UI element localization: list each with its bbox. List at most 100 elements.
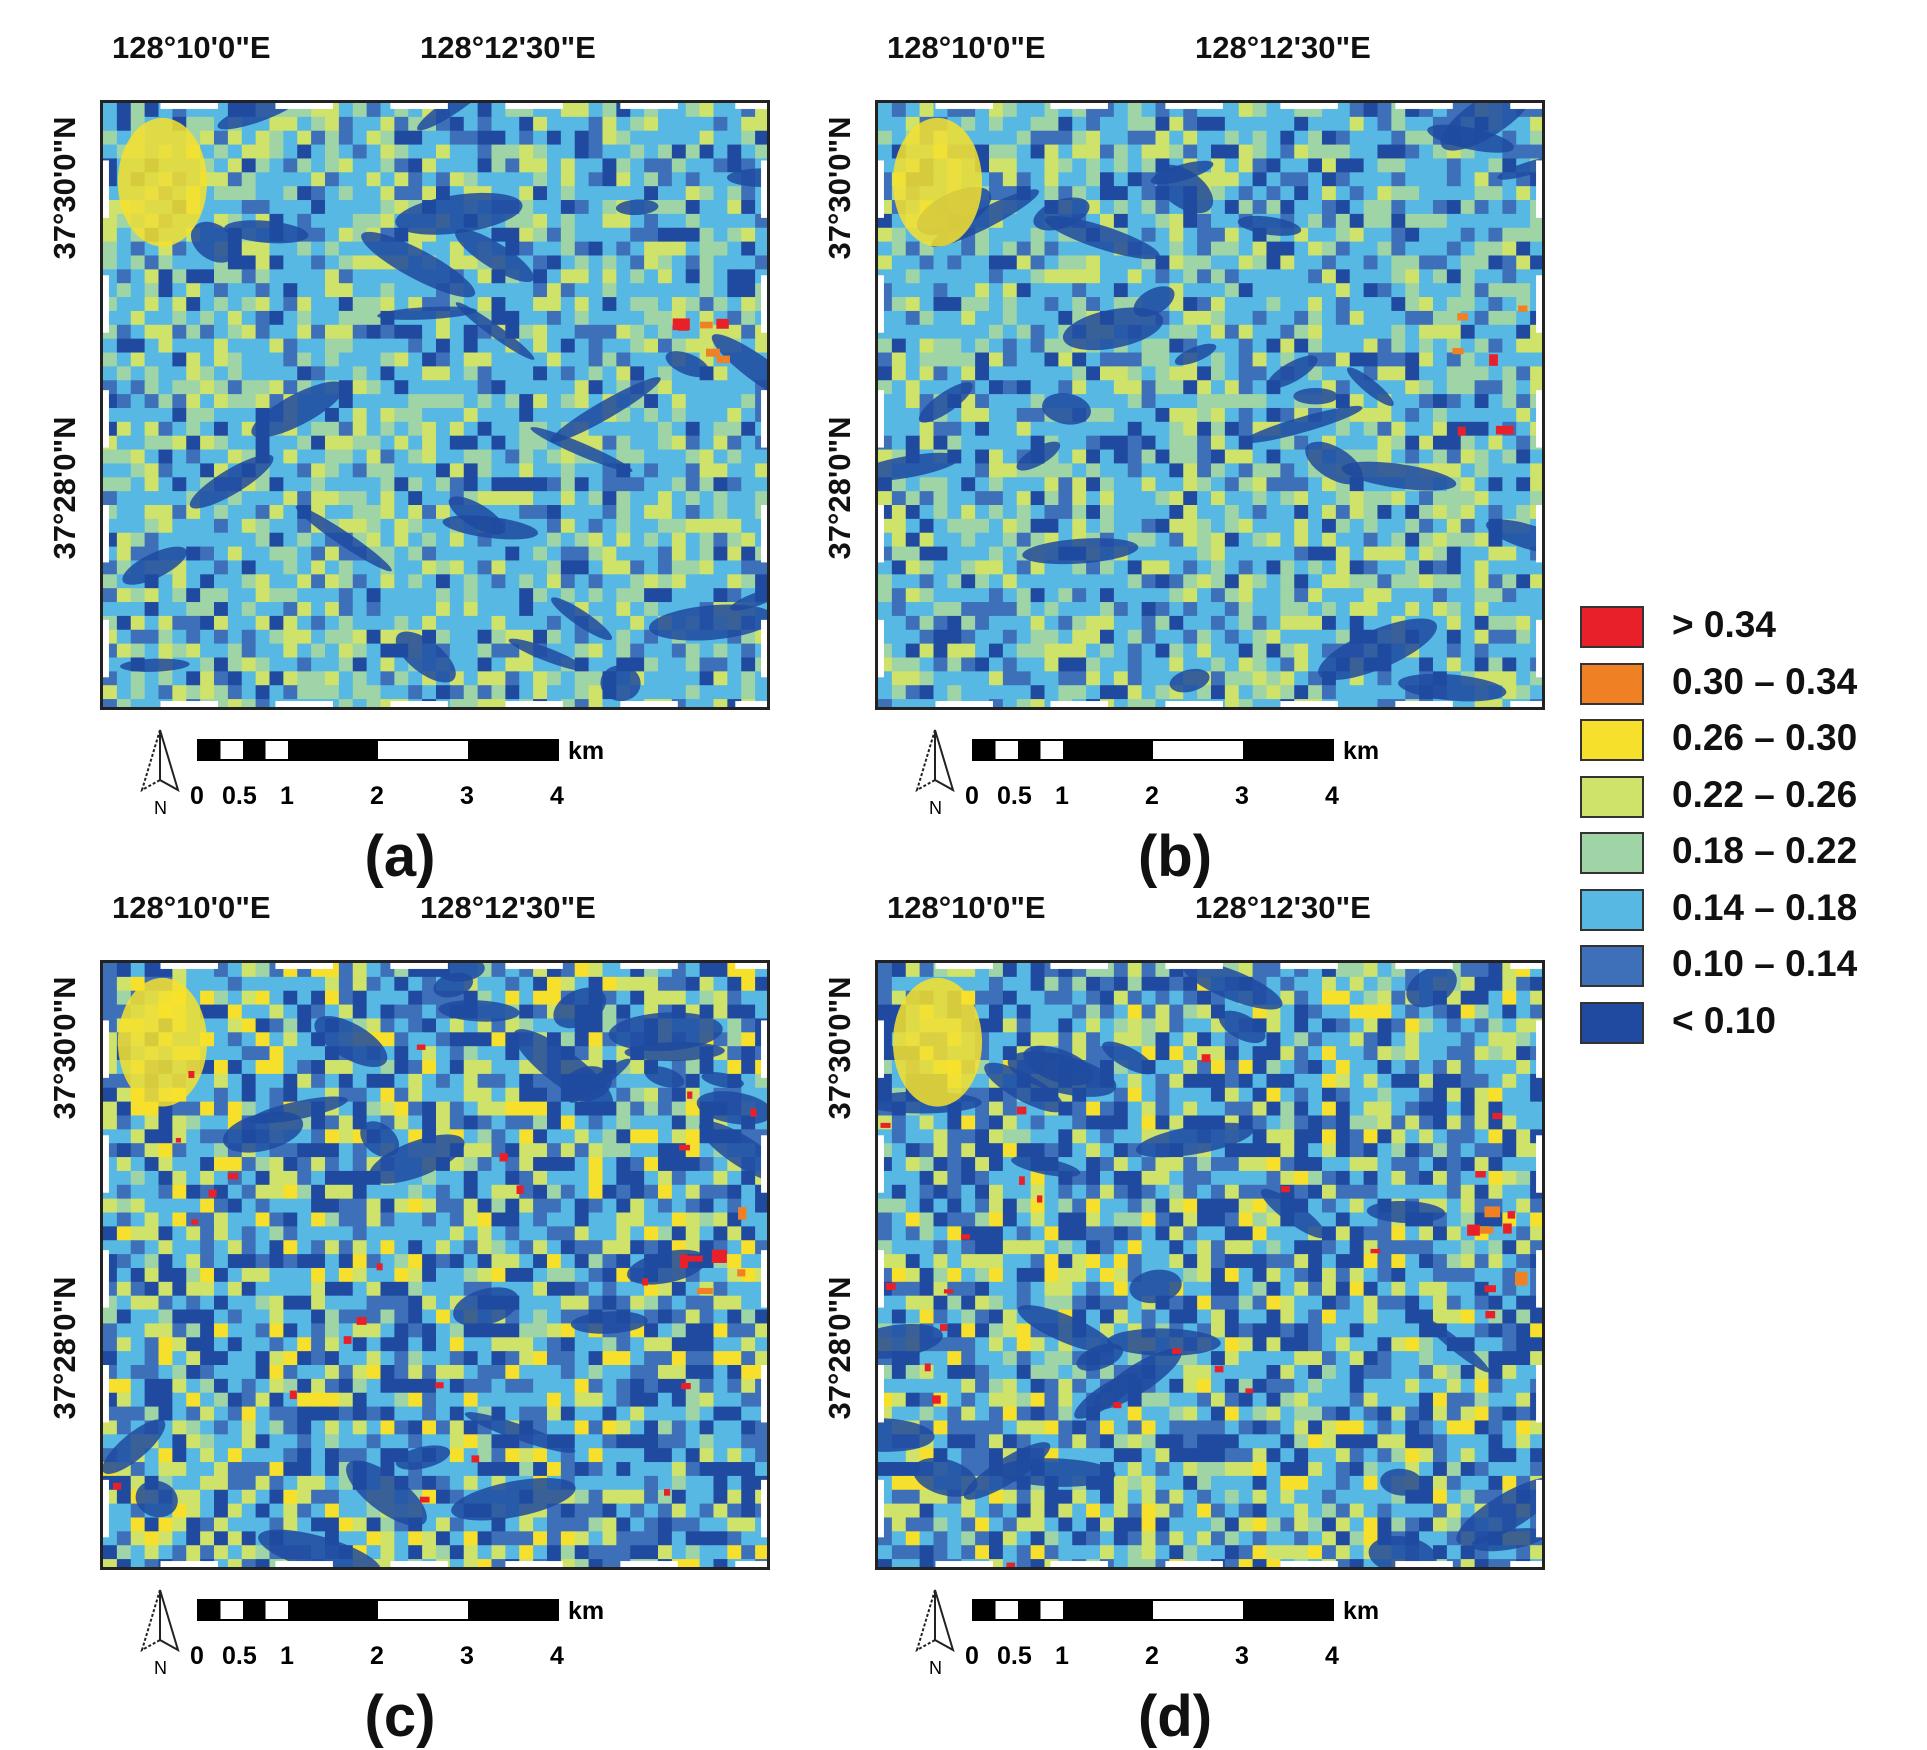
raster-cell [311, 615, 326, 631]
raster-cell [602, 574, 618, 590]
raster-cell [533, 158, 548, 174]
raster-cell [1197, 324, 1212, 340]
raster-cell [435, 685, 451, 701]
raster-cell [630, 310, 646, 326]
raster-cell [477, 449, 493, 465]
raster-cell [1474, 380, 1490, 396]
raster-cell [741, 407, 757, 423]
raster-cell [685, 574, 701, 590]
raster-cell [297, 657, 313, 673]
raster-cell [1252, 200, 1268, 215]
raster-cell [560, 352, 576, 368]
raster-cell [213, 172, 229, 188]
raster-cell [727, 685, 743, 701]
raster-cell [338, 394, 354, 409]
raster-cell [1099, 186, 1115, 202]
raster-cell [741, 463, 757, 479]
raster-cell [519, 505, 535, 520]
raster-cell [366, 629, 382, 645]
raster-cell [1169, 241, 1185, 257]
raster-cell [283, 338, 299, 354]
raster-cell [713, 435, 729, 451]
neatline-segment [761, 160, 767, 218]
raster-cell [560, 241, 576, 257]
raster-cell [449, 241, 465, 257]
raster-cell [1197, 144, 1212, 160]
raster-cell [1502, 324, 1518, 340]
raster-cell [283, 200, 299, 215]
raster-cell [172, 518, 188, 534]
raster-cell [435, 172, 451, 188]
raster-cell [1252, 116, 1268, 132]
raster-cell [116, 366, 132, 382]
raster-cell [713, 685, 729, 701]
raster-cell [1224, 227, 1240, 243]
raster-cell [352, 144, 368, 160]
raster-cell [297, 463, 313, 479]
raster-cell [297, 297, 313, 312]
raster-cell [366, 657, 382, 673]
raster-cell [630, 241, 646, 257]
raster-cell [477, 463, 493, 479]
raster-cell [324, 158, 340, 174]
raster-cell [519, 297, 535, 312]
raster-cell [602, 435, 618, 451]
raster-cell [1460, 172, 1476, 188]
raster-cell [491, 407, 507, 423]
raster-cell [1086, 116, 1101, 132]
raster-cell [560, 671, 576, 687]
raster-cell [602, 560, 618, 576]
raster-cell [338, 491, 354, 506]
raster-cell [380, 532, 396, 548]
raster-cell [727, 158, 743, 174]
raster-cell [463, 366, 479, 382]
raster-cell [1030, 227, 1046, 243]
raster-cell [560, 477, 576, 493]
raster-cell [616, 338, 632, 354]
raster-cell [200, 366, 215, 382]
raster-cell [116, 685, 132, 701]
raster-cell [158, 255, 174, 271]
raster-cell [1099, 116, 1115, 132]
raster-cell [616, 158, 632, 174]
raster-cell [713, 366, 729, 382]
raster-cell [1252, 380, 1268, 396]
raster-cell [241, 491, 257, 506]
raster-cell [1432, 297, 1448, 312]
raster-cell [1210, 283, 1226, 299]
raster-cell [449, 116, 465, 132]
raster-cell [352, 324, 368, 340]
raster-cell [144, 629, 160, 645]
raster-cell [241, 574, 257, 590]
raster-cell [1488, 255, 1504, 271]
north-arrow-icon: N [140, 729, 180, 818]
raster-cell [200, 407, 215, 423]
raster-cell [463, 615, 479, 631]
raster-cell [366, 615, 382, 631]
raster-cell [644, 421, 659, 437]
raster-cell [685, 158, 701, 174]
raster-cell [227, 699, 243, 707]
raster-cell [1266, 172, 1282, 188]
raster-cell [588, 602, 604, 617]
raster-cell [1086, 352, 1101, 368]
raster-cell [477, 574, 493, 590]
raster-cell [755, 477, 767, 493]
raster-cell [283, 144, 299, 160]
raster-cell [227, 574, 243, 590]
raster-cell [463, 602, 479, 617]
raster-cell [172, 602, 188, 617]
raster-cell [1030, 297, 1046, 312]
raster-cell [1183, 324, 1199, 340]
raster-cell [741, 283, 757, 299]
raster-cell [713, 560, 729, 576]
raster-cell [491, 103, 507, 118]
raster-cell [283, 269, 299, 285]
raster-cell [352, 449, 368, 465]
raster-cell [158, 532, 174, 548]
raster-cell [1335, 352, 1351, 368]
raster-cell [1530, 366, 1542, 382]
raster-cell [463, 643, 479, 659]
raster-cell [283, 574, 299, 590]
raster-cell [588, 671, 604, 687]
